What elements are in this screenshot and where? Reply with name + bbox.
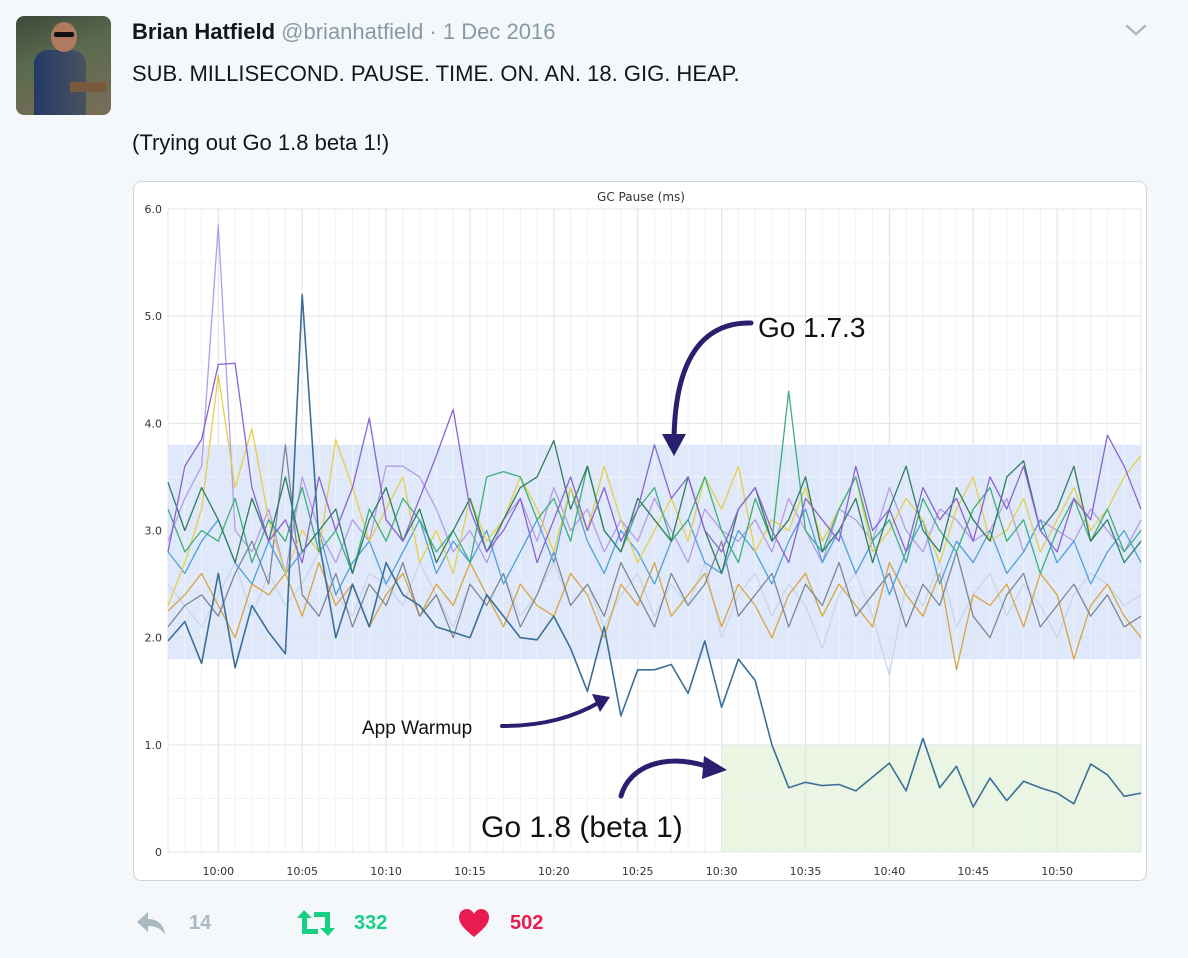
x-tick-label: 10:15 [454, 865, 486, 878]
series-line-5 [167, 374, 1142, 606]
avatar[interactable] [16, 16, 111, 115]
reply-count: 14 [189, 911, 212, 934]
x-tick-label: 10:40 [874, 865, 906, 878]
gc-pause-chart: GC Pause (ms) 0 1.0 2.0 3.0 4.0 5.0 6.0 10:00 10… [145, 190, 1142, 878]
y-tick-label: 4.0 [145, 417, 163, 430]
series-line-2 [167, 561, 1142, 671]
y-tick-label: 5.0 [145, 310, 163, 323]
avatar-sign [70, 82, 106, 92]
x-tick-label: 10:05 [286, 865, 318, 878]
series-line-7 [167, 439, 1142, 575]
x-tick-label: 10:20 [538, 865, 570, 878]
retweet-button[interactable]: 332 [296, 906, 387, 940]
series-line-1 [167, 224, 1142, 575]
y-tick-label: 2.0 [145, 632, 163, 645]
retweet-count: 332 [354, 911, 388, 934]
author-handle[interactable]: @brianhatfield [281, 19, 424, 44]
tweet-text-line1: SUB. MILLISECOND. PAUSE. TIME. ON. AN. 1… [132, 61, 740, 86]
author-name[interactable]: Brian Hatfield [132, 19, 276, 44]
arrow-warmup-head [592, 694, 610, 712]
series-line-0 [167, 551, 1142, 676]
x-tick-label: 10:35 [790, 865, 822, 878]
chevron-down-icon[interactable] [1124, 20, 1148, 40]
tweet-date[interactable]: 1 Dec 2016 [442, 19, 556, 44]
chart-title: GC Pause (ms) [597, 190, 685, 204]
y-tick-label: 1.0 [145, 739, 163, 752]
tweet-text-line2: (Trying out Go 1.8 beta 1!) [132, 130, 390, 155]
arrow-go18-head [702, 756, 727, 779]
annotation-go18: Go 1.8 (beta 1) [481, 811, 683, 844]
avatar-head [51, 22, 77, 52]
arrow-go173 [671, 320, 754, 447]
like-button[interactable]: 502 [458, 906, 543, 940]
x-tick-label: 10:45 [957, 865, 989, 878]
separator: · [429, 19, 437, 44]
x-tick-label: 10:10 [370, 865, 402, 878]
x-tick-label: 10:30 [706, 865, 738, 878]
chart-image[interactable]: GC Pause (ms) 0 1.0 2.0 3.0 4.0 5.0 6.0 10:00 10… [133, 181, 1147, 881]
reply-button[interactable]: 14 [135, 906, 211, 940]
heart-icon [459, 909, 489, 937]
series-line-6 [167, 390, 1142, 575]
arrow-warmup [500, 700, 602, 728]
retweet-icon [297, 910, 335, 936]
x-tick-label: 10:50 [1041, 865, 1073, 878]
arrow-go18 [618, 758, 712, 799]
annotation-go173: Go 1.7.3 [758, 312, 865, 343]
series-line-9 [167, 293, 1142, 808]
like-count: 502 [510, 911, 544, 934]
series-line-3 [167, 444, 1142, 639]
x-tick-label: 10:00 [202, 865, 234, 878]
avatar-glasses [54, 32, 74, 37]
y-tick-label: 6.0 [145, 203, 163, 216]
x-tick-label: 10:25 [622, 865, 654, 878]
y-tick-label: 0 [155, 846, 162, 859]
series-line-8 [167, 362, 1142, 564]
reply-icon [137, 912, 165, 935]
series-line-4 [167, 486, 1142, 596]
arrow-go173-head [662, 434, 686, 456]
tweet-actions: 14 332 502 [0, 906, 700, 940]
y-tick-label: 3.0 [145, 525, 163, 538]
tweet-header: Brian Hatfield @brianhatfield · 1 Dec 20… [132, 19, 555, 45]
annotation-app-warmup: App Warmup [362, 718, 472, 739]
